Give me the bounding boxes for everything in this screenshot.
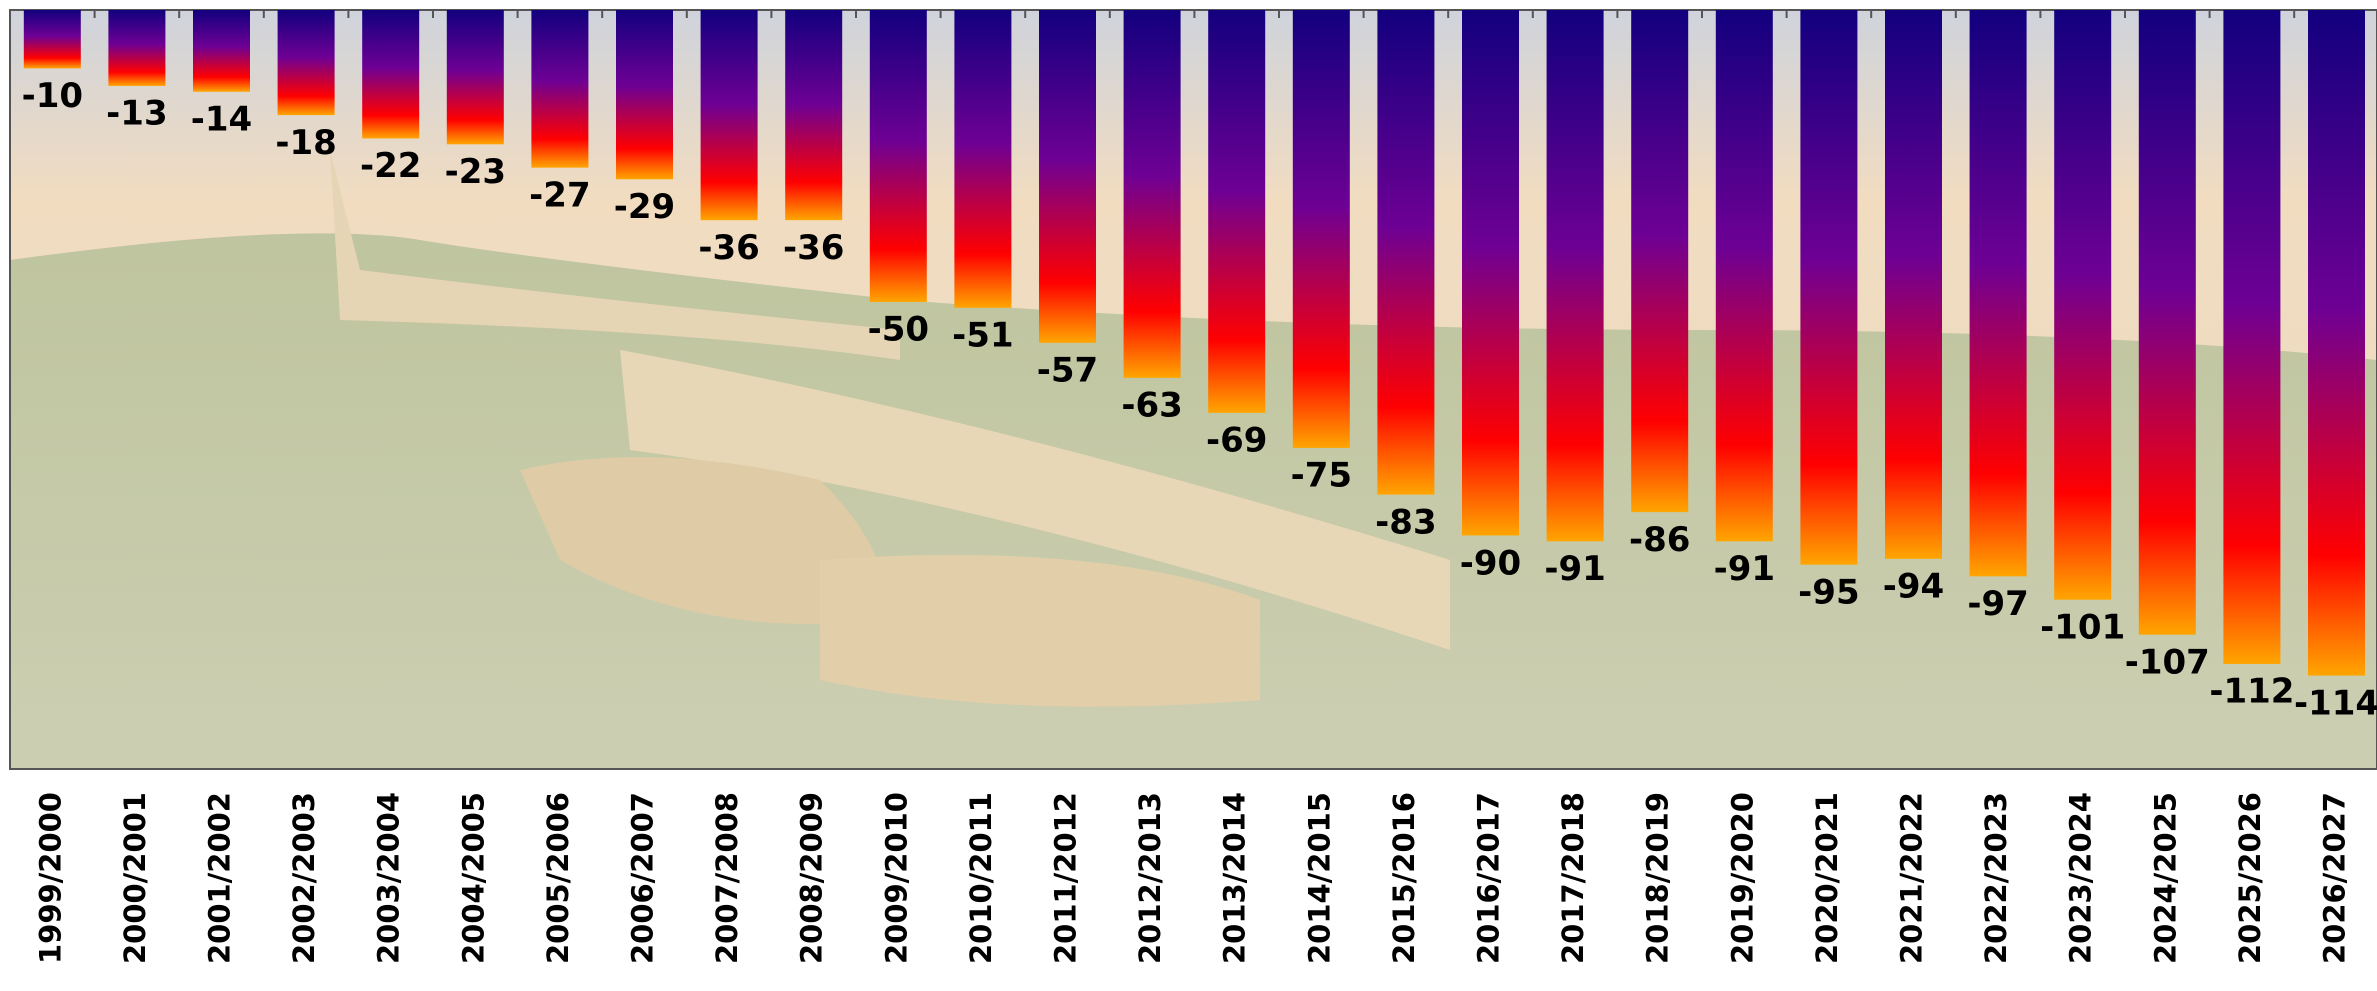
bar: [869, 10, 927, 302]
bar: [700, 10, 758, 221]
data-label: -69: [1206, 421, 1267, 461]
data-label: -112: [2209, 672, 2294, 712]
bar: [23, 10, 81, 69]
bar: [277, 10, 335, 116]
bar: [1969, 10, 2027, 577]
x-tick-label: 2000/2001: [118, 792, 152, 964]
data-label: -51: [952, 316, 1013, 356]
bar: [531, 10, 589, 168]
x-tick-label: 2019/2020: [1725, 792, 1759, 964]
x-tick-label: 2006/2007: [626, 792, 660, 964]
bar: [108, 10, 166, 86]
x-tick-label: 2016/2017: [1472, 792, 1506, 964]
data-label: -27: [529, 175, 590, 215]
data-label: -75: [1291, 456, 1352, 496]
data-label: -90: [1460, 543, 1521, 583]
x-tick-label: 2023/2024: [2064, 792, 2098, 964]
data-label: -14: [191, 100, 252, 140]
data-label: -29: [614, 187, 675, 227]
x-tick-label: 2020/2021: [1810, 792, 1844, 964]
x-tick-label: 2005/2006: [541, 792, 575, 964]
data-label: -18: [275, 123, 336, 163]
data-label: -22: [360, 146, 421, 186]
data-label: -13: [106, 94, 167, 134]
bar: [1546, 10, 1604, 542]
x-tick-label: 2009/2010: [879, 792, 913, 964]
data-label: -95: [1798, 572, 1859, 612]
x-tick-label: 2008/2009: [795, 792, 829, 964]
bar: [1377, 10, 1435, 495]
x-tick-label: 2002/2003: [287, 792, 321, 964]
bar: [616, 10, 673, 180]
bar: [1800, 10, 1858, 565]
bars: [23, 10, 2365, 676]
x-tick-label: 2010/2011: [964, 792, 998, 964]
data-label: -94: [1883, 567, 1944, 607]
bar: [954, 10, 1012, 308]
data-label: -107: [2125, 643, 2210, 683]
x-tick-label: 2018/2019: [1641, 792, 1675, 964]
data-label: -114: [2294, 683, 2377, 723]
x-tick-label: 2025/2026: [2233, 792, 2267, 964]
data-label: -97: [1967, 584, 2028, 624]
bar: [1292, 10, 1350, 448]
data-label: -101: [2040, 607, 2125, 647]
x-tick-label: 2003/2004: [372, 792, 406, 964]
bar: [2054, 10, 2112, 600]
x-tick-label: 2022/2023: [1979, 792, 2013, 964]
bar: [1885, 10, 1942, 559]
data-label: -36: [783, 228, 844, 268]
data-label: -36: [698, 228, 759, 268]
x-tick-label: 2007/2008: [710, 792, 744, 964]
bar: [362, 10, 420, 139]
data-label: -83: [1375, 502, 1436, 542]
data-label: -63: [1121, 386, 1182, 426]
x-tick-label: 1999/2000: [33, 792, 67, 964]
x-tick-label: 2001/2002: [203, 792, 237, 964]
data-label: -91: [1714, 549, 1775, 589]
bar: [193, 10, 250, 92]
bar: [1715, 10, 1773, 542]
x-tick-label: 2012/2013: [1133, 792, 1167, 964]
data-label: -57: [1037, 351, 1098, 391]
bar: [1208, 10, 1266, 413]
data-label: -23: [445, 152, 506, 192]
x-tick-label: 2013/2014: [1218, 792, 1252, 964]
x-tick-label: 2015/2016: [1387, 792, 1421, 964]
x-tick-label: 2021/2022: [1895, 792, 1929, 964]
bar: [2223, 10, 2281, 664]
data-label: -10: [22, 76, 83, 116]
data-label: -86: [1629, 520, 1690, 560]
x-tick-label: 2014/2015: [1302, 792, 1336, 964]
bar: [785, 10, 843, 221]
bar: [2138, 10, 2196, 635]
x-tick-label: 2011/2012: [1049, 792, 1083, 964]
bar: [1462, 10, 1519, 536]
x-tick-label: 2026/2027: [2318, 792, 2352, 964]
bar: [2308, 10, 2365, 676]
data-label: -50: [868, 310, 929, 350]
bar: [1123, 10, 1181, 378]
bar: [446, 10, 504, 145]
data-label: -91: [1544, 549, 1605, 589]
x-tick-label: 2024/2025: [2148, 792, 2182, 964]
x-tick-label: 2017/2018: [1556, 792, 1590, 964]
x-tick-label: 2004/2005: [456, 792, 490, 964]
bar: [1039, 10, 1096, 343]
bar: [1631, 10, 1689, 513]
